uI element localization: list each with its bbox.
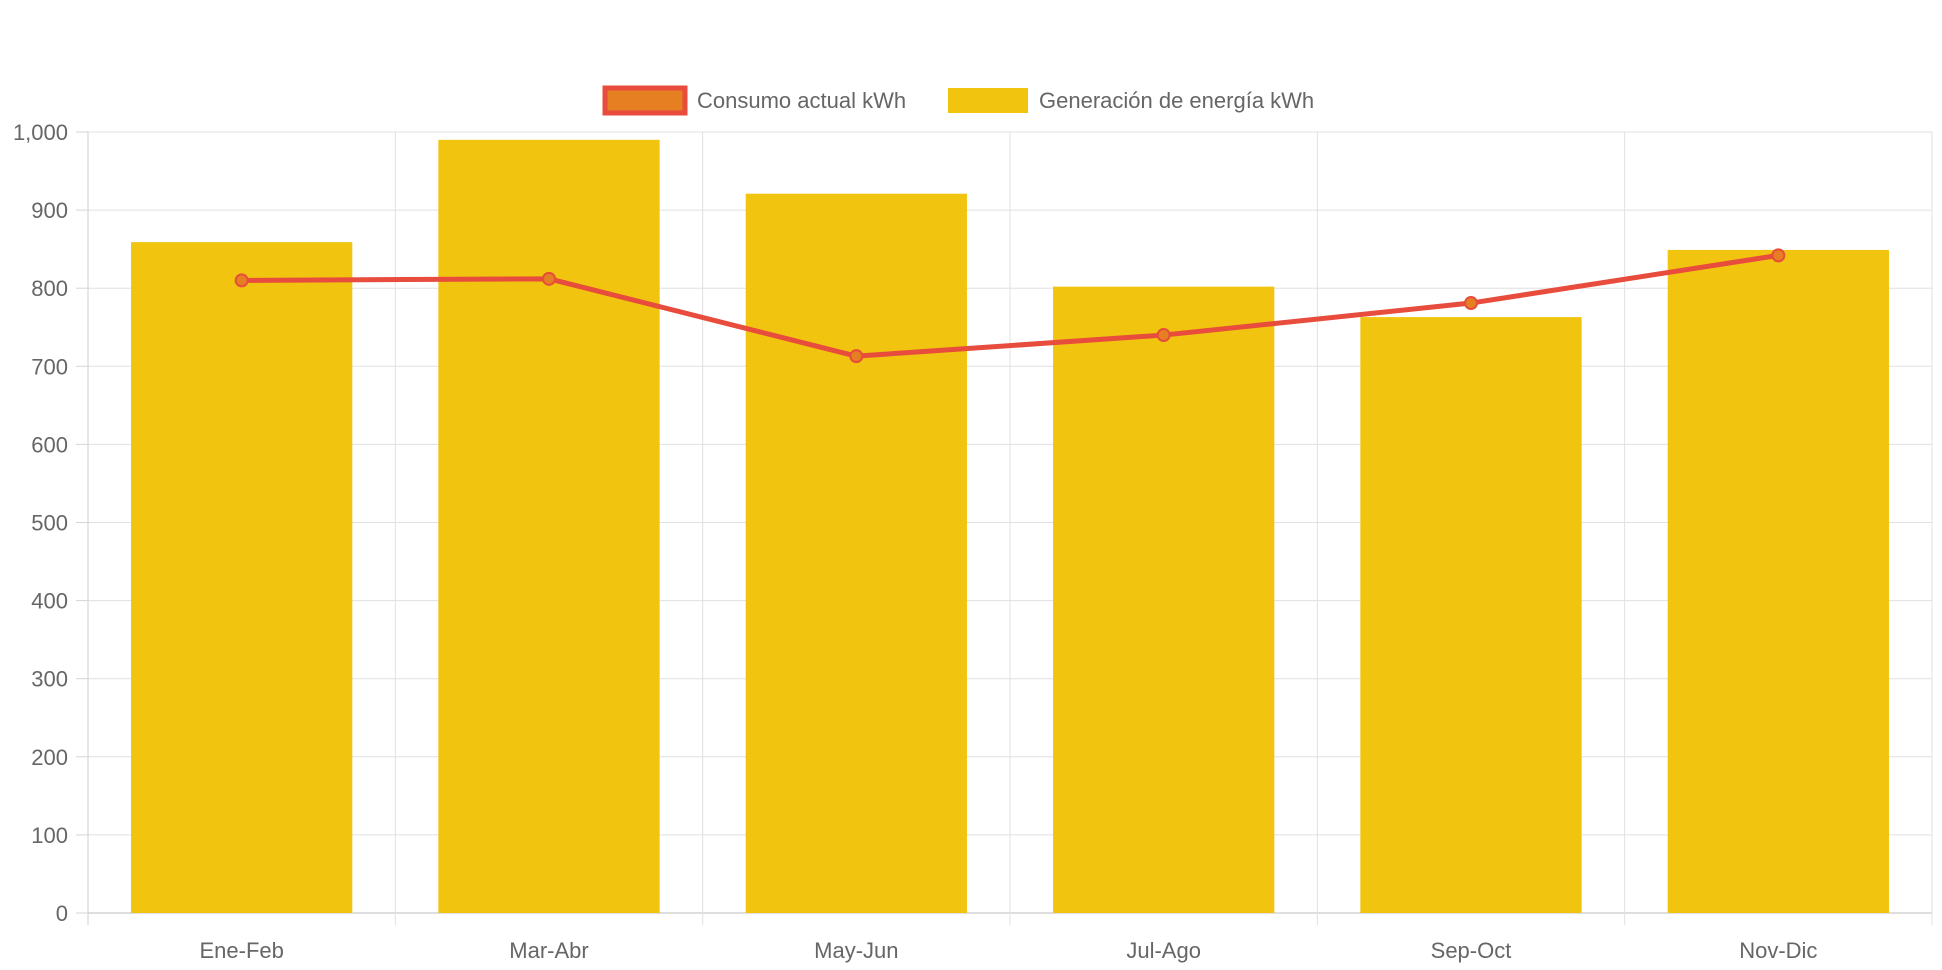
legend-swatch-generacion: [948, 88, 1028, 113]
bar-generacion[interactable]: [1053, 286, 1275, 913]
y-tick-label: 600: [31, 432, 68, 457]
y-tick-label: 200: [31, 745, 68, 770]
y-tick-label: 0: [56, 901, 68, 926]
x-tick-label: Mar-Abr: [509, 938, 588, 963]
consumption-line: [234, 248, 1786, 364]
generation-bars: [131, 139, 1889, 914]
point-consumo[interactable]: [1771, 248, 1786, 263]
x-tick-label: Ene-Feb: [199, 938, 283, 963]
line-consumo: [241, 252, 1779, 359]
legend: Consumo actual kWh Generación de energía…: [602, 85, 1314, 116]
x-tick-label: May-Jun: [814, 938, 898, 963]
legend-label-generacion: Generación de energía kWh: [1039, 88, 1314, 113]
point-consumo[interactable]: [1156, 328, 1171, 343]
x-tick-label: Sep-Oct: [1431, 938, 1512, 963]
legend-swatch-consumo: [602, 85, 688, 116]
grid-lines: [87, 131, 1933, 925]
legend-item-generacion[interactable]: Generación de energía kWh: [948, 88, 1314, 113]
bar-generacion[interactable]: [438, 139, 660, 913]
y-tick-label: 800: [31, 276, 68, 301]
point-consumo[interactable]: [542, 271, 556, 286]
point-consumo[interactable]: [849, 349, 864, 364]
y-tick-label: 1,000: [13, 120, 68, 145]
bar-generacion[interactable]: [1667, 249, 1889, 913]
bar-generacion[interactable]: [1360, 317, 1582, 913]
y-tick-label: 500: [31, 511, 68, 536]
legend-item-consumo[interactable]: Consumo actual kWh: [602, 85, 906, 116]
x-tick-label: Jul-Ago: [1126, 938, 1201, 963]
y-tick-label: 900: [31, 198, 68, 223]
y-tick-label: 700: [31, 354, 68, 379]
y-tick-label: 400: [31, 589, 68, 614]
bar-generacion[interactable]: [131, 242, 353, 914]
point-consumo[interactable]: [1464, 296, 1478, 311]
point-consumo[interactable]: [234, 273, 249, 288]
axes: 0 100 200 300 400 500 600 700 800 900 1,000 Ene-Feb…: [13, 120, 1818, 963]
legend-label-consumo: Consumo actual kWh: [697, 88, 906, 113]
bar-generacion[interactable]: [745, 193, 967, 914]
x-tick-label: Nov-Dic: [1739, 938, 1817, 963]
y-tick-label: 100: [31, 823, 68, 848]
y-tick-label: 300: [31, 667, 68, 692]
